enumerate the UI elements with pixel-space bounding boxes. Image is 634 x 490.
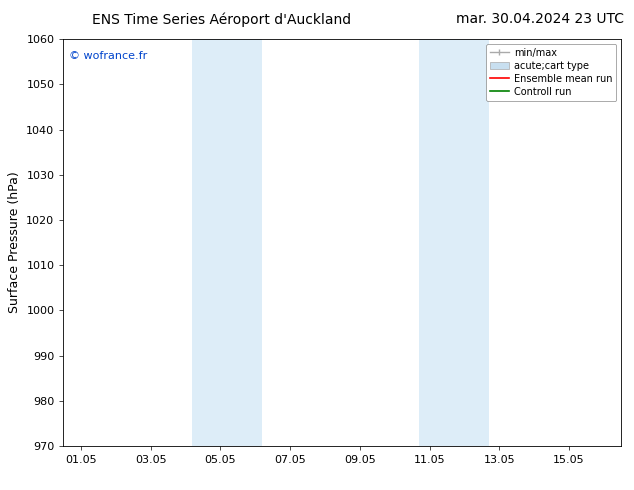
Bar	[193, 39, 228, 446]
Legend: min/max, acute;cart type, Ensemble mean run, Controll run: min/max, acute;cart type, Ensemble mean …	[486, 44, 616, 100]
Bar	[419, 39, 454, 446]
Bar	[227, 39, 262, 446]
Bar	[454, 39, 489, 446]
Text: ENS Time Series Aéroport d'Auckland: ENS Time Series Aéroport d'Auckland	[93, 12, 351, 27]
Text: © wofrance.fr: © wofrance.fr	[69, 51, 147, 61]
Text: mar. 30.04.2024 23 UTC: mar. 30.04.2024 23 UTC	[456, 12, 624, 26]
Y-axis label: Surface Pressure (hPa): Surface Pressure (hPa)	[8, 172, 21, 314]
